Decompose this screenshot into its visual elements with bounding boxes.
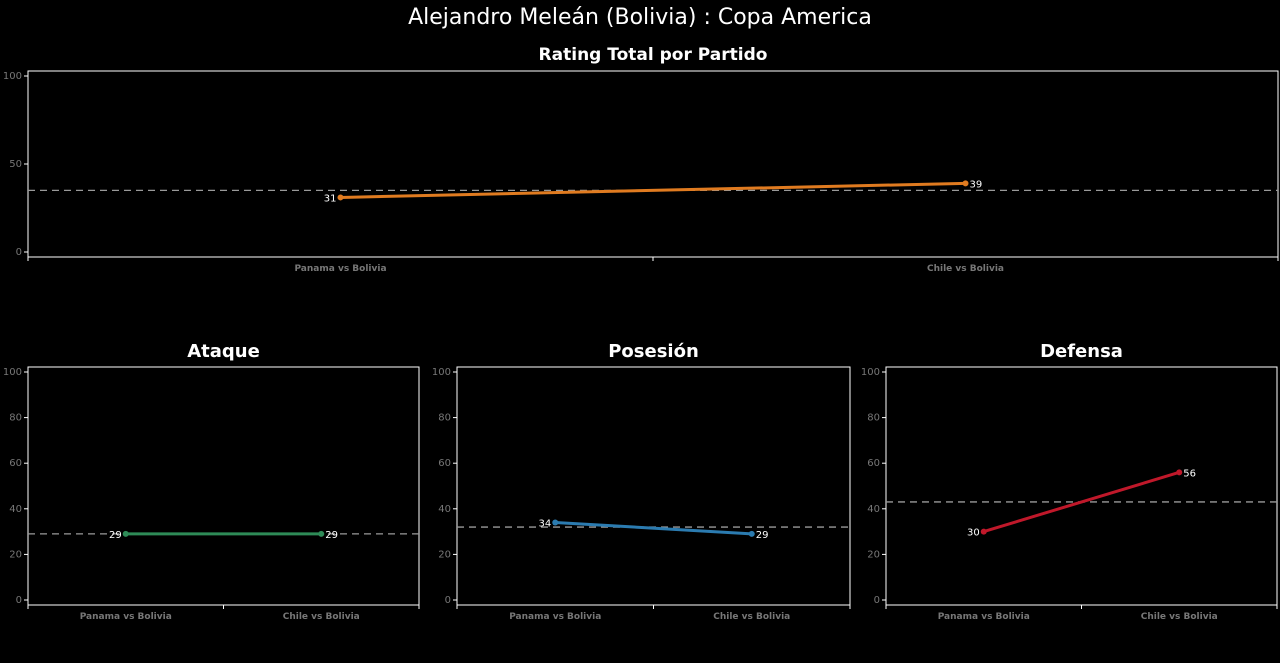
y-tick-label: 60 [9,458,22,469]
data-point [980,528,987,535]
y-tick-label: 0 [16,595,22,606]
data-point [962,180,969,187]
panel-defensa: Defensa 0 20 40 60 80 100 Panama vs Bolivia Chil… [861,341,1278,622]
y-tick-label: 0 [874,595,880,606]
y-tick-label: 100 [3,367,22,378]
y-tick-label: 100 [432,367,451,378]
data-point [552,519,559,526]
data-point [748,530,755,537]
plot-frame [456,366,851,606]
data-label: 31 [324,193,337,204]
x-tick-label: Panama vs Bolivia [938,612,1030,622]
y-tick-label: 0 [445,595,451,606]
chart-title: Ataque [187,341,260,362]
plot-frame [885,366,1278,606]
y-tick-label: 80 [438,413,451,424]
y-tick-label: 20 [9,549,22,560]
data-point [318,530,325,537]
y-tick-label: 40 [867,504,880,515]
x-tick-label: Panama vs Bolivia [80,612,172,622]
y-tick-label: 20 [867,549,880,560]
y-tick-label: 100 [3,71,22,82]
series-line [340,181,966,199]
y-tick-label: 40 [9,504,22,515]
main-title: Alejandro Meleán (Bolivia) : Copa Americ… [408,5,872,30]
data-label: 39 [970,179,983,190]
data-point [122,530,129,537]
x-tick-label: Panama vs Bolivia [294,264,386,274]
y-tick-label: 80 [867,413,880,424]
chart-title: Defensa [1040,341,1123,362]
data-label: 34 [539,518,552,529]
chart-title: Posesión [608,341,699,362]
data-label: 29 [325,530,338,541]
panel-ataque: Ataque 0 20 40 60 80 100 Panama vs Bolivia Chile… [3,341,420,622]
panel-rating-total: Rating Total por Partido 0 50 100 Panama vs … [3,45,1279,274]
plot-frame [27,366,420,606]
data-label: 29 [756,530,769,541]
plot-frame [27,70,1279,258]
series-line [983,470,1180,534]
x-tick-label: Panama vs Bolivia [509,612,601,622]
x-tick-label: Chile vs Bolivia [283,612,360,622]
y-tick-label: 0 [16,247,22,258]
data-label: 56 [1183,468,1196,479]
data-point [337,194,344,201]
y-tick-label: 100 [861,367,880,378]
data-label: 29 [109,530,122,541]
x-tick-label: Chile vs Bolivia [1141,612,1218,622]
panel-posesion: Posesión 0 20 40 60 80 100 Panama vs Bolivia Chi… [432,341,851,622]
y-tick-label: 20 [438,549,451,560]
y-tick-label: 50 [9,159,22,170]
y-tick-label: 60 [438,458,451,469]
chart-title: Rating Total por Partido [539,45,768,65]
data-point [1176,469,1183,476]
y-tick-label: 60 [867,458,880,469]
x-tick-label: Chile vs Bolivia [927,264,1004,274]
x-tick-label: Chile vs Bolivia [713,612,790,622]
series-line [555,520,752,536]
data-label: 30 [967,528,980,539]
y-tick-label: 40 [438,504,451,515]
y-tick-label: 80 [9,413,22,424]
